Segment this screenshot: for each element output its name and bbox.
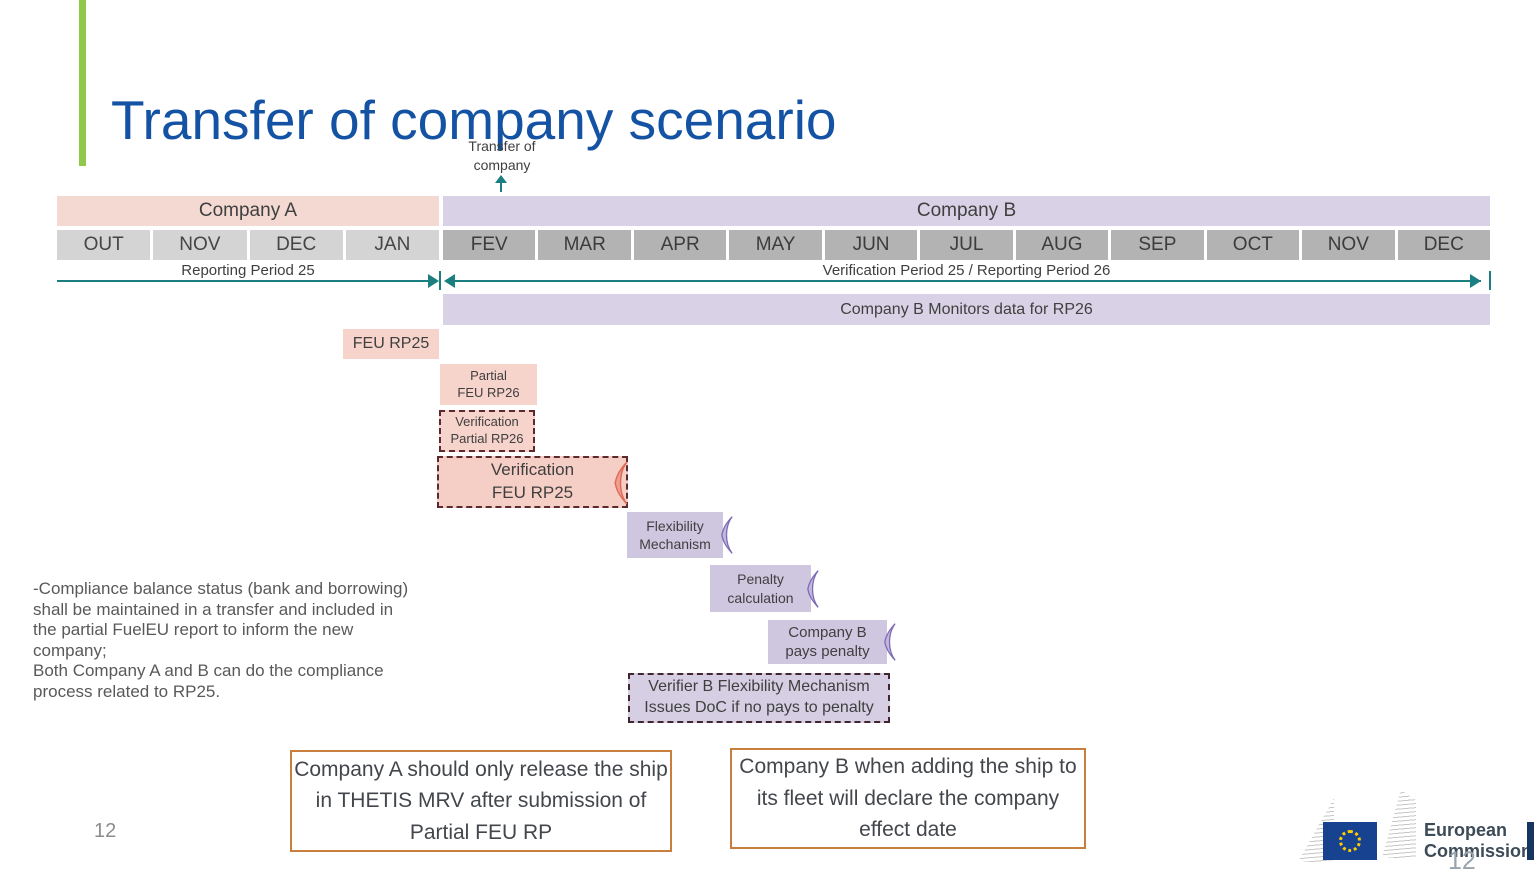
- month-cell: DEC: [1397, 230, 1490, 260]
- company-a-header: Company A: [57, 196, 439, 226]
- period-divider-tick: [439, 271, 441, 290]
- compliance-note: -Compliance balance status (bank and bor…: [33, 579, 409, 701]
- callout-company-a: Company A should only release the ship i…: [290, 750, 672, 852]
- period-arrow-line-a: [57, 280, 431, 282]
- month-cell: OUT: [57, 230, 151, 260]
- page-number: 12: [94, 820, 117, 842]
- period-end-tick: [1489, 271, 1491, 290]
- gantt-bar-penalty-calculation: Penalty calculation: [710, 565, 819, 612]
- up-arrow-head: [495, 175, 507, 183]
- logo-lines-right: [1382, 790, 1416, 858]
- company-b-monitor-bar: Company B Monitors data for RP26: [443, 294, 1490, 325]
- gantt-bar-feu-rp25: FEU RP25: [343, 329, 439, 359]
- european-commission-logo: European Commission: [1298, 788, 1538, 888]
- gantt-bar-verifier-b-doc: Verifier B Flexibility Mechanism Issues …: [628, 673, 890, 723]
- gantt-bar-verification-feu-rp25: Verification FEU RP25: [437, 456, 628, 508]
- milestone-pointer-icon: [884, 623, 896, 661]
- month-cell: JUL: [920, 230, 1013, 260]
- arrowhead-right-icon: [1470, 274, 1481, 288]
- gantt-bar-label: Flexibility Mechanism: [639, 517, 711, 552]
- gantt-bar-label: Company B pays penalty: [785, 623, 870, 661]
- company-b-header: Company B: [443, 196, 1490, 226]
- accent-bar: [79, 0, 86, 166]
- gantt-bar-flexibility-mechanism: Flexibility Mechanism: [627, 512, 733, 558]
- month-cell: MAY: [729, 230, 822, 260]
- callout-company-b: Company B when adding the ship to its fl…: [730, 748, 1086, 849]
- month-cell: JAN: [345, 230, 439, 260]
- month-cell: SEP: [1111, 230, 1204, 260]
- arrowhead-left-icon: [444, 274, 455, 288]
- gantt-bar-partial-feu-rp26: Partial FEU RP26: [440, 364, 537, 405]
- month-cell: MAR: [538, 230, 631, 260]
- period-arrow-line-b: [455, 280, 1481, 282]
- gantt-bar-company-b-pays-penalty: Company B pays penalty: [768, 620, 896, 664]
- reporting-period-label: Reporting Period 25: [181, 262, 315, 279]
- month-cell: NOV: [153, 230, 247, 260]
- gantt-bar-label: Penalty calculation: [727, 571, 794, 606]
- month-cell: NOV: [1302, 230, 1395, 260]
- up-arrow-icon: [494, 175, 508, 193]
- logo-blue-bar: [1527, 822, 1534, 860]
- page-title: Transfer of company scenario: [111, 89, 837, 151]
- milestone-pointer-icon: [721, 516, 733, 554]
- gantt-bar-label: Verification FEU RP25: [490, 460, 575, 502]
- months-row-company-b: FEV MAR APR MAY JUN JUL AUG SEP OCT NOV …: [443, 230, 1490, 260]
- eu-flag-icon: [1323, 822, 1377, 860]
- month-cell: DEC: [249, 230, 343, 260]
- arrowhead-right-icon: [428, 274, 439, 288]
- month-cell: OCT: [1206, 230, 1300, 260]
- eu-stars-circle-icon: [1339, 830, 1361, 852]
- milestone-pointer-icon: [807, 570, 819, 608]
- up-arrow-stem: [500, 182, 502, 192]
- month-cell: JUN: [824, 230, 918, 260]
- gantt-bar-verification-partial-rp26: Verification Partial RP26: [439, 410, 535, 452]
- month-cell: APR: [633, 230, 727, 260]
- month-cell: FEV: [443, 230, 536, 260]
- transfer-of-company-label: Transfer of company: [468, 138, 536, 173]
- footer-page-number: 12: [1448, 847, 1476, 875]
- european-commission-wordmark: European Commission: [1424, 820, 1533, 861]
- milestone-pointer-icon: [614, 461, 628, 505]
- month-cell: AUG: [1015, 230, 1109, 260]
- months-row-company-a: OUT NOV DEC JAN: [57, 230, 439, 260]
- verification-period-label: Verification Period 25 / Reporting Perio…: [822, 262, 1111, 279]
